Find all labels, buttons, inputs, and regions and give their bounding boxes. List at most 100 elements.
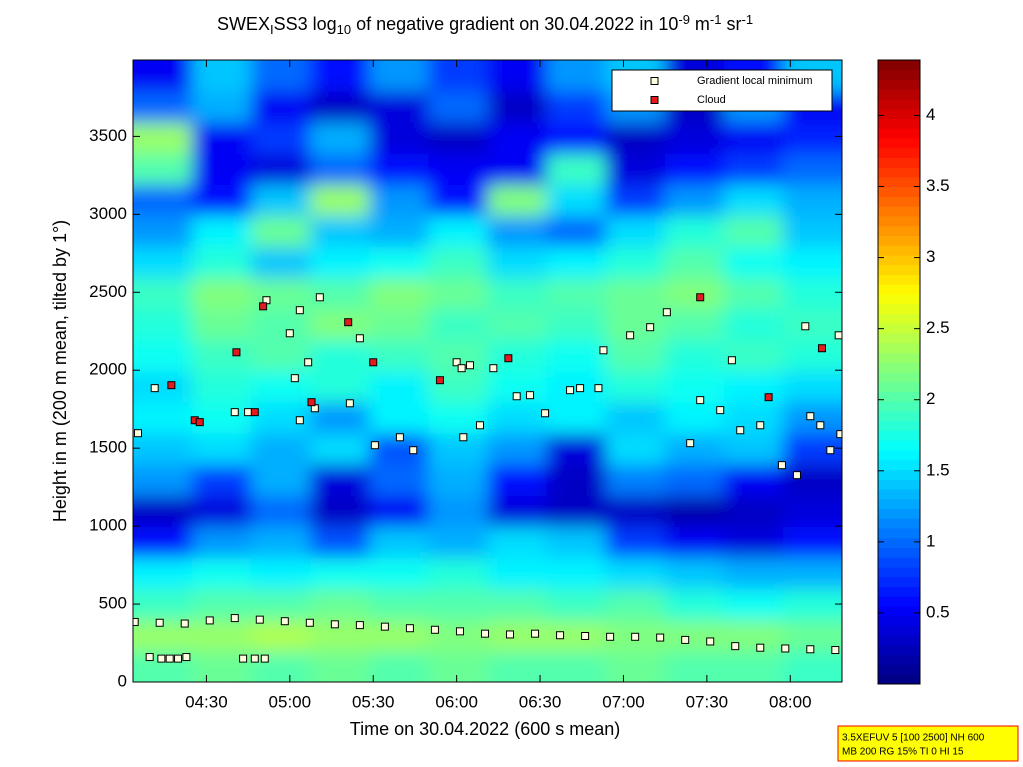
colorbar-step: [878, 303, 920, 314]
marker: [150, 384, 159, 393]
heatmap-cell: [605, 464, 666, 496]
heatmap-cell: [310, 122, 370, 154]
colorbar-step: [878, 450, 920, 461]
colorbar-step: [878, 615, 920, 626]
colorbar-step: [878, 420, 920, 431]
title-part: m: [690, 14, 710, 34]
heatmap-cell: [369, 308, 429, 341]
marker: [801, 322, 810, 331]
heatmap-cell: [428, 526, 488, 559]
heatmap-cell: [192, 277, 252, 310]
heatmap-cell: [487, 588, 548, 621]
marker: [716, 406, 725, 415]
colorbar-step: [878, 391, 920, 402]
marker: [250, 408, 259, 417]
colorbar-step: [878, 498, 920, 509]
heatmap-cell: [546, 60, 607, 92]
marker: [756, 643, 765, 652]
heatmap-cell: [782, 588, 842, 621]
heatmap-cell: [428, 588, 488, 621]
heatmap-cell: [369, 650, 429, 682]
marker: [475, 421, 484, 430]
marker: [606, 632, 615, 641]
heatmap-cell: [369, 122, 429, 154]
colorbar-step: [878, 489, 920, 500]
marker: [239, 654, 248, 663]
marker: [631, 632, 640, 641]
heatmap-cell: [369, 277, 429, 310]
colorbar-step: [878, 362, 920, 373]
heatmap-cell: [546, 650, 607, 682]
x-tick-label: 05:30: [352, 692, 395, 711]
heatmap-cell: [782, 246, 842, 279]
heatmap-cell: [723, 371, 784, 403]
colorbar-step: [878, 69, 920, 80]
heatmap-cell: [369, 402, 429, 434]
y-tick-label: 3000: [89, 204, 127, 223]
heatmap-cell: [192, 371, 252, 403]
heatmap-cell: [723, 588, 784, 621]
legend-marker: [650, 96, 659, 104]
legend-label: Gradient local minimum: [697, 75, 813, 87]
marker: [280, 617, 289, 626]
marker: [330, 620, 339, 629]
marker: [395, 433, 404, 442]
marker: [465, 361, 474, 370]
heatmap-cell: [723, 153, 784, 185]
heatmap-cell: [310, 433, 370, 465]
heatmap-cell: [192, 246, 252, 279]
colorbar-step: [878, 372, 920, 383]
marker: [512, 392, 521, 401]
heatmap-cell: [546, 277, 607, 310]
colorbar-step: [878, 89, 920, 100]
heatmap-cell: [605, 277, 666, 310]
heatmap-cell: [192, 153, 252, 185]
heatmap-cell: [428, 495, 488, 527]
colorbar-step: [878, 430, 920, 441]
marker: [756, 421, 765, 430]
marker: [134, 429, 143, 438]
colorbar-step: [878, 157, 920, 168]
heatmap-cell: [605, 339, 666, 372]
heatmap-cell: [487, 246, 548, 279]
marker: [285, 329, 294, 338]
colorbar-step: [878, 147, 920, 158]
heatmap-cell: [546, 215, 607, 248]
heatmap-cell: [310, 557, 370, 590]
colorbar-step: [878, 469, 920, 480]
marker: [834, 331, 842, 340]
heatmap-cell: [723, 650, 784, 682]
heatmap-cell: [310, 153, 370, 185]
x-tick-label: 05:00: [269, 692, 312, 711]
heatmap-cell: [133, 122, 193, 154]
heatmap-cell: [723, 122, 784, 154]
heatmap-cell: [487, 215, 548, 248]
marker: [696, 396, 705, 405]
marker: [566, 386, 575, 395]
heatmap-cell: [487, 308, 548, 341]
heatmap-cell: [782, 153, 842, 185]
heatmap-cell: [369, 619, 429, 652]
heatmap-cell: [782, 433, 842, 465]
heatmap-cell: [664, 619, 725, 652]
chart-title: SWEXISS3 log10 of negative gradient on 3…: [217, 12, 753, 37]
heatmap-cells: [133, 60, 842, 682]
x-tick-label: 07:30: [686, 692, 729, 711]
heatmap-cell: [192, 215, 252, 248]
heatmap-cell: [192, 308, 252, 341]
heatmap-cell: [251, 495, 311, 527]
heatmap-cell: [723, 246, 784, 279]
heatmap-cell: [251, 184, 311, 216]
colorbar-step: [878, 167, 920, 178]
marker: [706, 637, 715, 646]
heatmap-cell: [546, 495, 607, 527]
marker: [686, 439, 695, 448]
heatmap-cell: [133, 153, 193, 185]
heatmap-cell: [605, 495, 666, 527]
footnote-line: 3.5XEFUV 5 [100 2500] NH 600: [842, 733, 985, 744]
heatmap-cell: [428, 308, 488, 341]
heatmap-cell: [605, 246, 666, 279]
heatmap-cell: [192, 184, 252, 216]
heatmap-cell: [723, 433, 784, 465]
heatmap-cell: [664, 495, 725, 527]
